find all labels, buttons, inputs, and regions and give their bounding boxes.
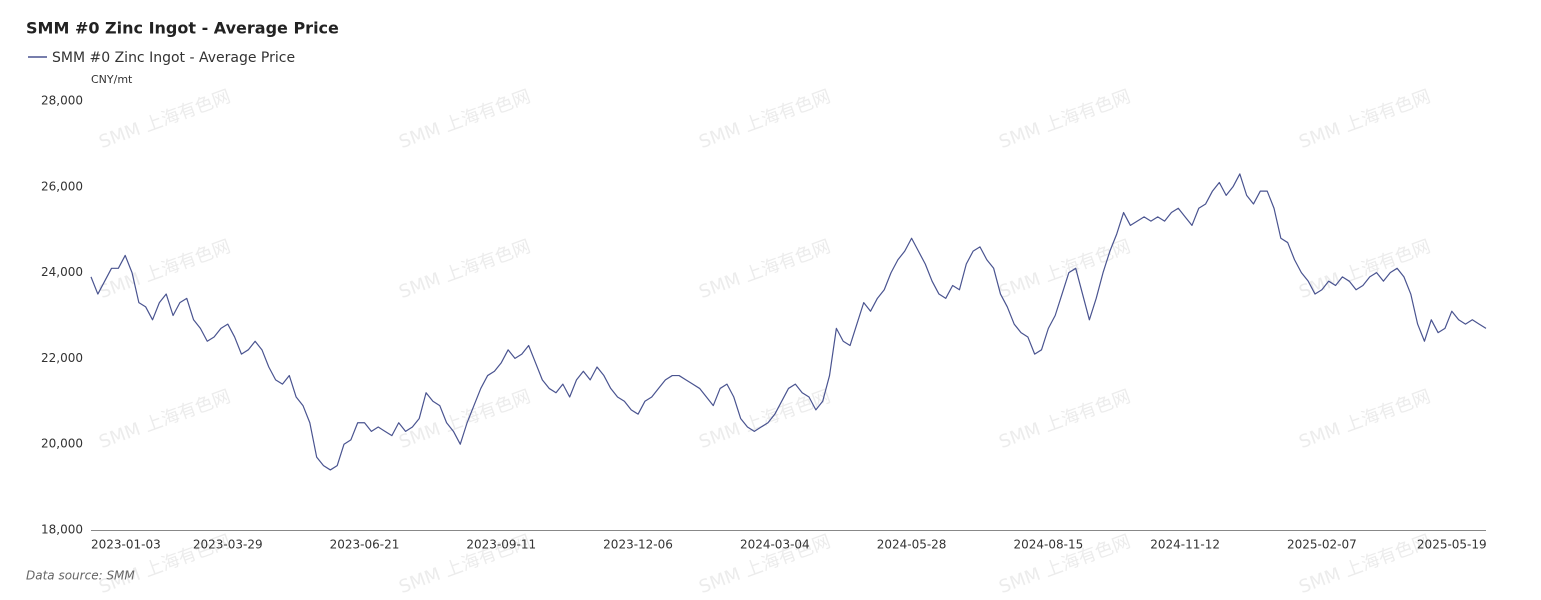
- watermark: SMM 上海有色网: [396, 386, 533, 453]
- x-tick-label: 2023-12-06: [603, 538, 673, 552]
- x-tick-label: 2024-05-28: [877, 538, 947, 552]
- x-tick-label: 2025-02-07: [1287, 538, 1357, 552]
- watermark: SMM 上海有色网: [396, 236, 533, 303]
- watermark: SMM 上海有色网: [96, 236, 233, 303]
- y-tick-label: 20,000: [41, 437, 83, 451]
- x-tick-label: 2023-06-21: [330, 538, 400, 552]
- x-tick-label: 2023-03-29: [193, 538, 263, 552]
- y-tick-label: 26,000: [41, 179, 83, 193]
- x-tick-label: 2023-01-03: [91, 538, 161, 552]
- x-tick-label: 2023-09-11: [466, 538, 536, 552]
- price-line: [90, 173, 1487, 471]
- watermark: SMM 上海有色网: [96, 86, 233, 153]
- x-tick-label: 2024-11-12: [1150, 538, 1220, 552]
- x-tick-label: 2024-08-15: [1013, 538, 1083, 552]
- watermark: SMM 上海有色网: [1296, 386, 1433, 453]
- watermark: SMM 上海有色网: [996, 386, 1133, 453]
- chart-title: SMM #0 Zinc Ingot - Average Price: [26, 19, 339, 38]
- x-tick-label: 2024-03-04: [740, 538, 810, 552]
- watermark: SMM 上海有色网: [396, 86, 533, 153]
- source-note: Data source: SMM: [26, 569, 135, 583]
- y-tick-label: 28,000: [41, 94, 83, 108]
- y-tick-label: 18,000: [41, 523, 83, 537]
- watermark: SMM 上海有色网: [696, 236, 833, 303]
- watermark: SMM 上海有色网: [96, 386, 233, 453]
- y-unit: CNY/mt: [91, 73, 133, 86]
- watermark: SMM 上海有色网: [996, 236, 1133, 303]
- watermark: SMM 上海有色网: [696, 86, 833, 153]
- y-tick-label: 22,000: [41, 351, 83, 365]
- x-tick-label: 2025-05-19: [1417, 538, 1487, 552]
- watermark: SMM 上海有色网: [996, 86, 1133, 153]
- watermark: SMM 上海有色网: [1296, 86, 1433, 153]
- watermarks: SMM 上海有色网 SMM 上海有色网 SMM 上海有色网 SMM 上海有色网 SMM …: [96, 86, 1433, 598]
- legend-label[interactable]: SMM #0 Zinc Ingot - Average Price: [52, 50, 295, 66]
- y-tick-label: 24,000: [41, 265, 83, 279]
